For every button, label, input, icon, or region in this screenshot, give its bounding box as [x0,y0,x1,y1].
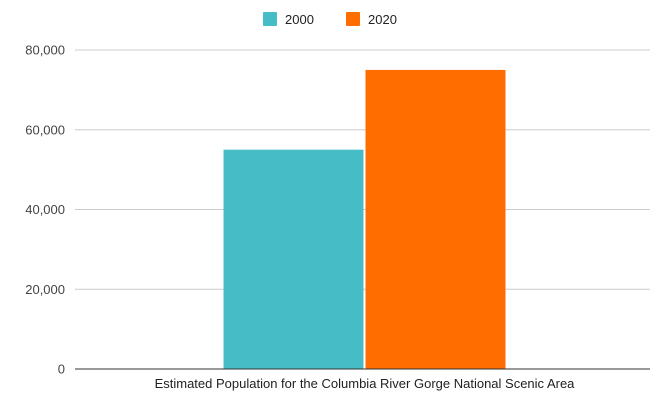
legend[interactable]: 2000 2020 [263,12,397,27]
legend-item-2020[interactable]: 2020 [346,12,397,27]
legend-label: 2000 [285,12,314,27]
y-tick-label: 80,000 [25,43,65,58]
bar-2000[interactable] [223,149,364,369]
y-tick-label: 60,000 [25,122,65,137]
bars [223,69,506,369]
legend-swatch [346,12,360,26]
bar-2020[interactable] [365,69,506,369]
legend-swatch [263,12,277,26]
legend-label: 2020 [368,12,397,27]
y-axis-ticks: 0 20,000 40,000 60,000 80,000 [25,43,65,377]
legend-item-2000[interactable]: 2000 [263,12,314,27]
y-tick-label: 0 [58,362,65,377]
x-category-label: Estimated Population for the Columbia Ri… [155,376,576,391]
y-tick-label: 40,000 [25,202,65,217]
y-tick-label: 20,000 [25,282,65,297]
